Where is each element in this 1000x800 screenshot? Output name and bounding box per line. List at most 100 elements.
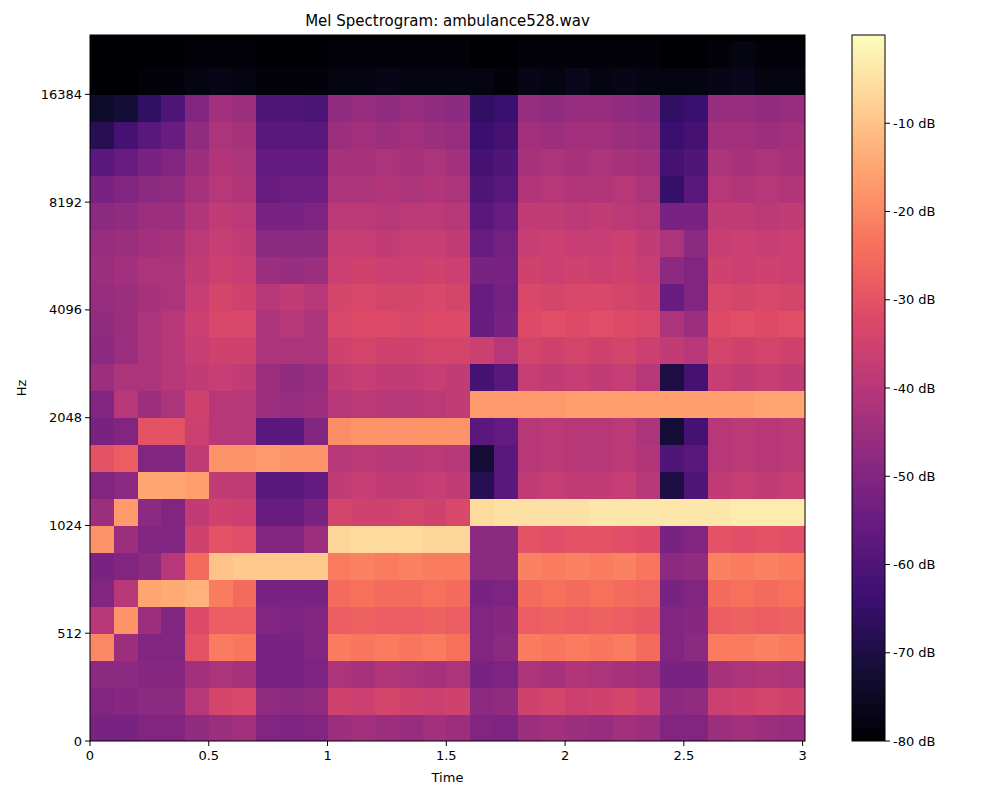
cell (328, 552, 352, 580)
cell (731, 310, 755, 338)
cell (328, 579, 352, 606)
cell (399, 67, 423, 95)
cell (375, 256, 399, 284)
cell (375, 633, 399, 661)
cell (423, 256, 447, 284)
cell (185, 391, 209, 419)
cell (90, 202, 114, 230)
cell (138, 364, 162, 392)
cell (161, 67, 185, 95)
cell (90, 687, 114, 715)
cell (494, 660, 518, 688)
cell (660, 40, 684, 68)
cell (779, 445, 805, 473)
cell (684, 687, 708, 715)
cell (636, 256, 660, 284)
cell (731, 445, 755, 473)
cell (399, 337, 423, 365)
cell (90, 633, 114, 661)
cell (256, 229, 280, 257)
cell (589, 148, 613, 176)
y-tick (85, 94, 90, 95)
cell (256, 472, 280, 499)
cell (351, 687, 375, 715)
cell (613, 67, 637, 95)
cell (708, 337, 732, 365)
cell (304, 202, 328, 230)
cell (351, 579, 375, 606)
cell (541, 714, 565, 741)
colorbar-tick (885, 388, 890, 389)
cell (256, 418, 280, 446)
cell (731, 660, 755, 688)
cell (256, 94, 280, 122)
cell (541, 391, 565, 419)
cell (185, 445, 209, 473)
cell (755, 40, 779, 68)
cell (684, 714, 708, 741)
x-tick (683, 741, 684, 746)
cell (209, 175, 233, 203)
cell (351, 633, 375, 661)
cell (399, 633, 423, 661)
cell (613, 256, 637, 284)
cell (304, 148, 328, 176)
cell (470, 35, 494, 41)
cell (636, 714, 660, 741)
chart: 00.511.522.530512102420484096819216384Me… (0, 0, 1000, 800)
cell (256, 445, 280, 473)
cell (399, 283, 423, 311)
cell (708, 175, 732, 203)
cell (779, 40, 805, 68)
cell (613, 498, 637, 526)
cell (423, 364, 447, 392)
cell (90, 660, 114, 688)
cell (351, 256, 375, 284)
cell (375, 67, 399, 95)
cell (138, 660, 162, 688)
cell (161, 35, 185, 41)
cell (470, 579, 494, 606)
cell (613, 40, 637, 68)
cell (755, 418, 779, 446)
cell (280, 121, 304, 149)
cell (731, 148, 755, 176)
cell (138, 633, 162, 661)
cell (755, 148, 779, 176)
cell (185, 714, 209, 741)
cell (446, 310, 470, 338)
cell (185, 633, 209, 661)
cell (375, 283, 399, 311)
cell (636, 445, 660, 473)
cell (731, 633, 755, 661)
y-tick (85, 202, 90, 203)
cell (138, 391, 162, 419)
cell (351, 202, 375, 230)
cell (351, 94, 375, 122)
cell (161, 229, 185, 257)
cell (518, 202, 542, 230)
cell (565, 714, 589, 741)
cell (233, 525, 257, 553)
cell (565, 445, 589, 473)
cell (209, 391, 233, 419)
cell (470, 229, 494, 257)
cell (304, 498, 328, 526)
cell (755, 67, 779, 95)
cell (779, 175, 805, 203)
cell (470, 525, 494, 553)
cell (114, 229, 138, 257)
cell (613, 391, 637, 419)
cell (138, 337, 162, 365)
colorbar-tick-label: -80 dB (893, 734, 936, 749)
cell (90, 337, 114, 365)
cell (185, 364, 209, 392)
cell (304, 606, 328, 634)
cell (185, 67, 209, 95)
cell (233, 35, 257, 41)
cell (304, 310, 328, 338)
cell (613, 364, 637, 392)
cell (731, 606, 755, 634)
cell (779, 391, 805, 419)
cell (613, 202, 637, 230)
